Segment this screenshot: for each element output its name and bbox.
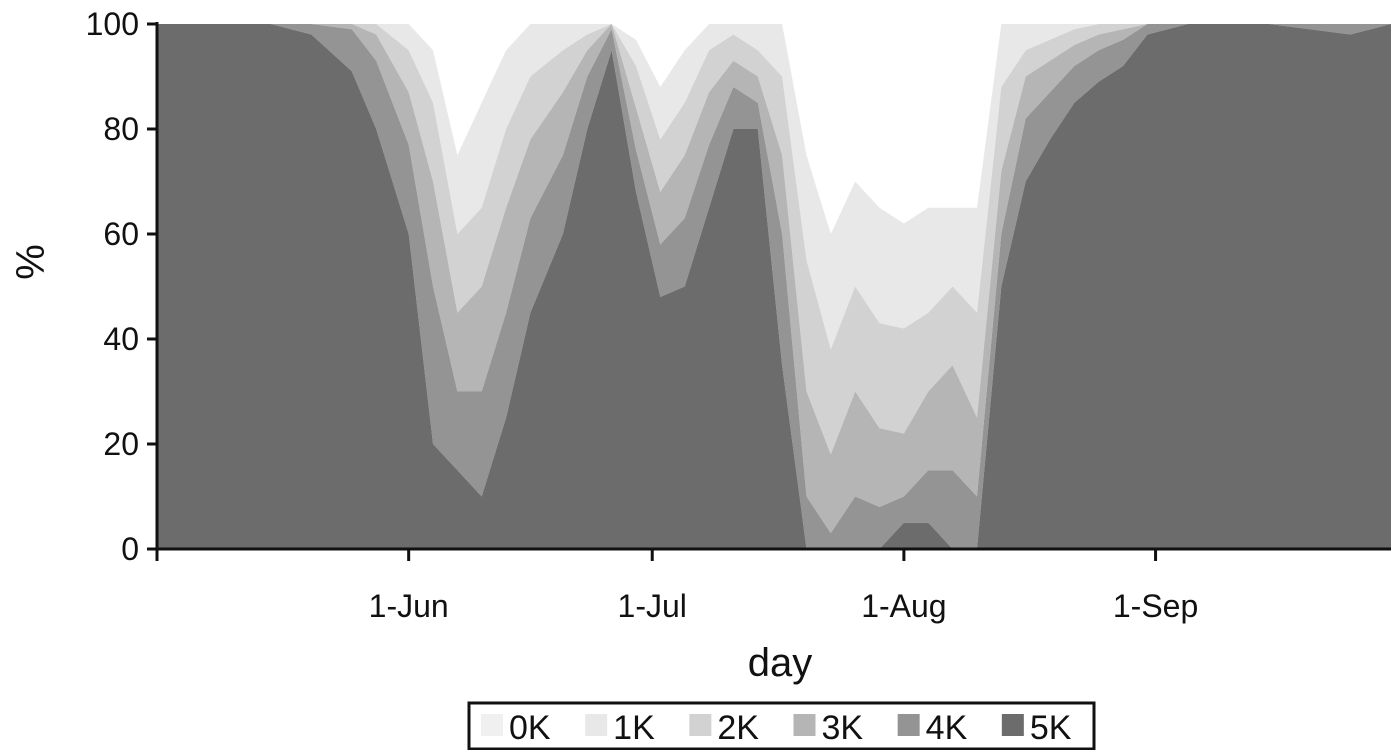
legend-swatch-5K [1001,714,1024,736]
y-tick-label-80: 80 [103,111,139,147]
y-tick-label-100: 100 [86,6,139,42]
y-tick-label-0: 0 [121,531,139,567]
y-tick-label-60: 60 [103,216,139,252]
x-tick-label-1-Jul: 1-Jul [618,588,687,624]
legend-swatch-1K [585,714,608,736]
y-tick-label-40: 40 [103,321,139,357]
y-tick-label-20: 20 [103,426,139,462]
area-series-group [157,24,1391,549]
legend-label-4K: 4K [926,709,968,747]
legend: 0K 1K 2K 3K 4K 5K [467,701,1096,750]
legend-label-3K: 3K [822,709,864,747]
legend-label-1K: 1K [613,709,655,747]
x-tick-label-1-Jun: 1-Jun [369,588,449,624]
legend-swatch-2K [689,714,712,736]
legend-swatch-3K [793,714,816,736]
area-series-0K [157,24,1391,234]
legend-swatch-0K [481,714,503,736]
legend-box [467,701,1096,750]
x-tick-label-1-Aug: 1-Aug [861,588,946,624]
legend-label-5K: 5K [1030,709,1072,747]
area-series-4K [157,24,1391,549]
x-tick-label-1-Sep: 1-Sep [1113,588,1198,624]
legend-label-0K: 0K [509,709,551,747]
axes-group: 0 20 40 60 80 100 1-Jun 1-Jul 1-Aug 1-Sep [86,6,1391,624]
legend-swatch-4K [897,714,920,736]
legend-label-2K: 2K [717,709,759,747]
area-series-2K [157,24,1391,455]
area-series-5K [157,24,1391,549]
y-axis-title: % [9,244,53,280]
x-axis-title: day [748,641,813,685]
